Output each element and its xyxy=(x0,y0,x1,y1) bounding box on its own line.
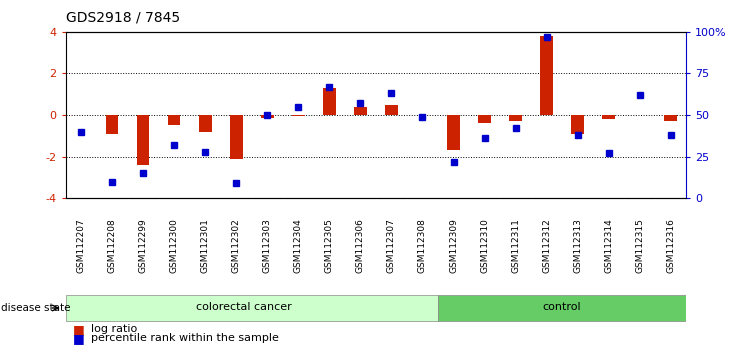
Bar xyxy=(354,107,366,115)
Bar xyxy=(385,105,398,115)
Bar xyxy=(261,115,274,118)
Bar xyxy=(602,115,615,119)
Text: GSM112312: GSM112312 xyxy=(542,219,551,273)
Text: GSM112304: GSM112304 xyxy=(294,219,303,273)
Bar xyxy=(447,115,460,150)
Text: GSM112316: GSM112316 xyxy=(666,218,675,274)
Text: control: control xyxy=(543,302,581,313)
Bar xyxy=(292,115,304,116)
Bar xyxy=(572,115,584,134)
Text: GSM112313: GSM112313 xyxy=(573,218,582,274)
Text: GSM112315: GSM112315 xyxy=(635,218,644,274)
Text: GSM112300: GSM112300 xyxy=(170,218,179,274)
Text: GSM112302: GSM112302 xyxy=(232,219,241,273)
Bar xyxy=(106,115,118,134)
Bar xyxy=(540,36,553,115)
Text: percentile rank within the sample: percentile rank within the sample xyxy=(91,333,279,343)
Text: GSM112301: GSM112301 xyxy=(201,218,210,274)
Bar xyxy=(438,295,686,321)
Bar xyxy=(66,295,438,321)
Text: GSM112310: GSM112310 xyxy=(480,218,489,274)
Text: GSM112303: GSM112303 xyxy=(263,218,272,274)
Text: GSM112308: GSM112308 xyxy=(418,218,427,274)
Text: GSM112307: GSM112307 xyxy=(387,218,396,274)
Text: GSM112311: GSM112311 xyxy=(511,218,520,274)
Text: ■: ■ xyxy=(73,323,85,336)
Bar xyxy=(230,115,242,159)
Text: GSM112208: GSM112208 xyxy=(108,219,117,273)
Text: GSM112306: GSM112306 xyxy=(356,218,365,274)
Text: GSM112314: GSM112314 xyxy=(604,219,613,273)
Bar xyxy=(510,115,522,121)
Text: GSM112299: GSM112299 xyxy=(139,219,147,273)
Text: colorectal cancer: colorectal cancer xyxy=(196,302,292,313)
Text: GDS2918 / 7845: GDS2918 / 7845 xyxy=(66,11,180,25)
Bar xyxy=(199,115,212,132)
Text: GSM112309: GSM112309 xyxy=(449,218,458,274)
Bar xyxy=(137,115,150,165)
Text: GSM112207: GSM112207 xyxy=(77,219,85,273)
Text: GSM112305: GSM112305 xyxy=(325,218,334,274)
Text: ■: ■ xyxy=(73,332,85,344)
Bar xyxy=(168,115,180,125)
Bar xyxy=(323,88,336,115)
Text: disease state: disease state xyxy=(1,303,70,313)
Text: log ratio: log ratio xyxy=(91,324,137,334)
Bar xyxy=(664,115,677,121)
Bar xyxy=(478,115,491,124)
